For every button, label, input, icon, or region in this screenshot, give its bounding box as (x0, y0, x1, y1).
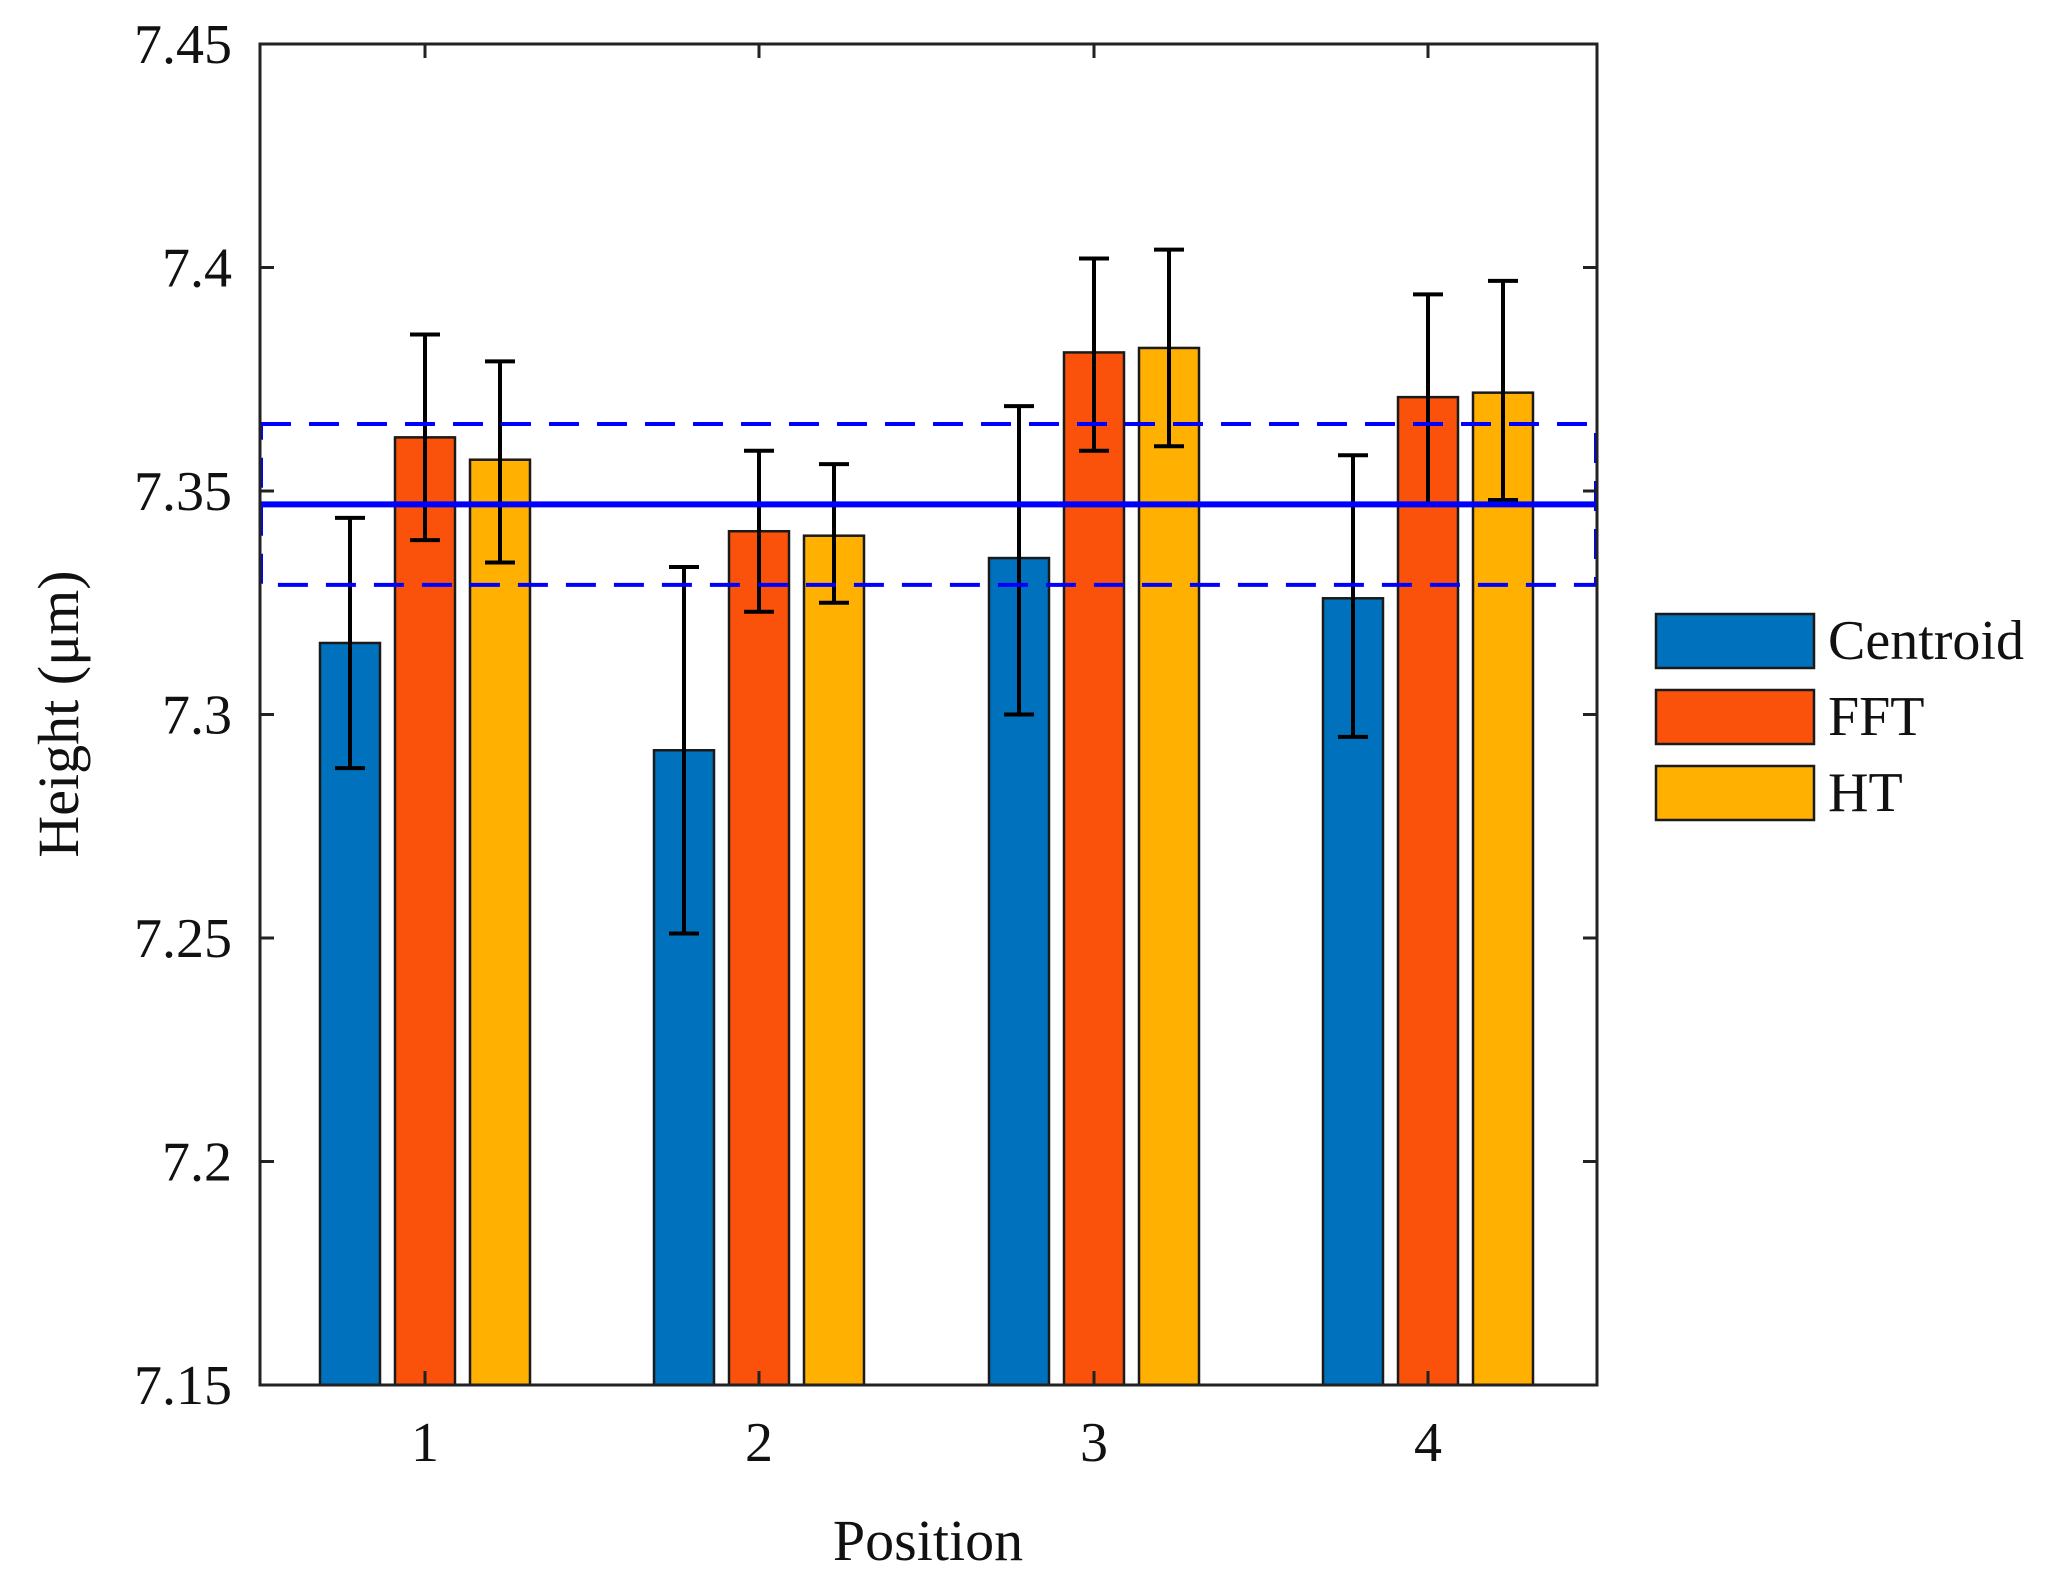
bars-layer (318, 346, 1535, 1387)
bar-fft-1 (393, 436, 457, 1387)
x-tick-label: 3 (1080, 1412, 1108, 1474)
legend-item-fft: FFT (1654, 686, 1925, 748)
y-tick-label: 7.3 (162, 685, 232, 747)
legend-swatch-fft (1654, 688, 1816, 746)
legend: Centroid FFT HT (1654, 610, 2024, 824)
errorbar-ht-4 (1488, 278, 1518, 502)
errorbar-ht-1 (485, 359, 515, 565)
x-tick-label: 2 (745, 1412, 773, 1474)
errorbar-ht-2 (819, 462, 849, 605)
y-axis-label: Height (μm) (26, 570, 91, 857)
bar-ht-2 (802, 534, 866, 1387)
errorbar-centroid-2 (669, 564, 699, 936)
plot-frame (258, 42, 1599, 1387)
y-tick-label: 7.35 (134, 461, 232, 523)
x-tick-label: 1 (411, 1412, 439, 1474)
y-tick-label: 7.2 (162, 1132, 232, 1194)
y-tick-label: 7.4 (162, 238, 232, 300)
reference-layer (259, 421, 1598, 587)
errorbar-ht-3 (1154, 247, 1184, 449)
y-tick-label: 7.45 (134, 14, 232, 76)
bar-centroid-4 (1321, 597, 1385, 1387)
x-axis-label: Position (833, 1508, 1023, 1573)
bar-fft-2 (727, 529, 791, 1387)
y-tick-label: 7.25 (134, 908, 232, 970)
legend-item-ht: HT (1654, 762, 1903, 824)
bar-ht-1 (468, 458, 532, 1387)
legend-swatch-centroid (1654, 612, 1816, 670)
bar-ht-4 (1471, 391, 1535, 1387)
y-tick-label: 7.15 (134, 1355, 232, 1417)
tick-layer: 7.15 7.2 7.25 7.3 7.35 7.4 7.45 1 2 3 4 (134, 14, 1597, 1474)
legend-item-centroid: Centroid (1654, 610, 2024, 672)
x-tick-label: 4 (1414, 1412, 1442, 1474)
errorbar-centroid-3 (1004, 404, 1034, 717)
errorbar-centroid-1 (335, 515, 365, 771)
legend-label-fft: FFT (1828, 686, 1925, 748)
legend-label-centroid: Centroid (1828, 610, 2024, 672)
legend-label-ht: HT (1828, 762, 1903, 824)
errorbar-fft-3 (1079, 256, 1109, 453)
bar-ht-3 (1137, 346, 1201, 1387)
bar-fft-4 (1396, 395, 1460, 1387)
legend-swatch-ht (1654, 764, 1816, 822)
